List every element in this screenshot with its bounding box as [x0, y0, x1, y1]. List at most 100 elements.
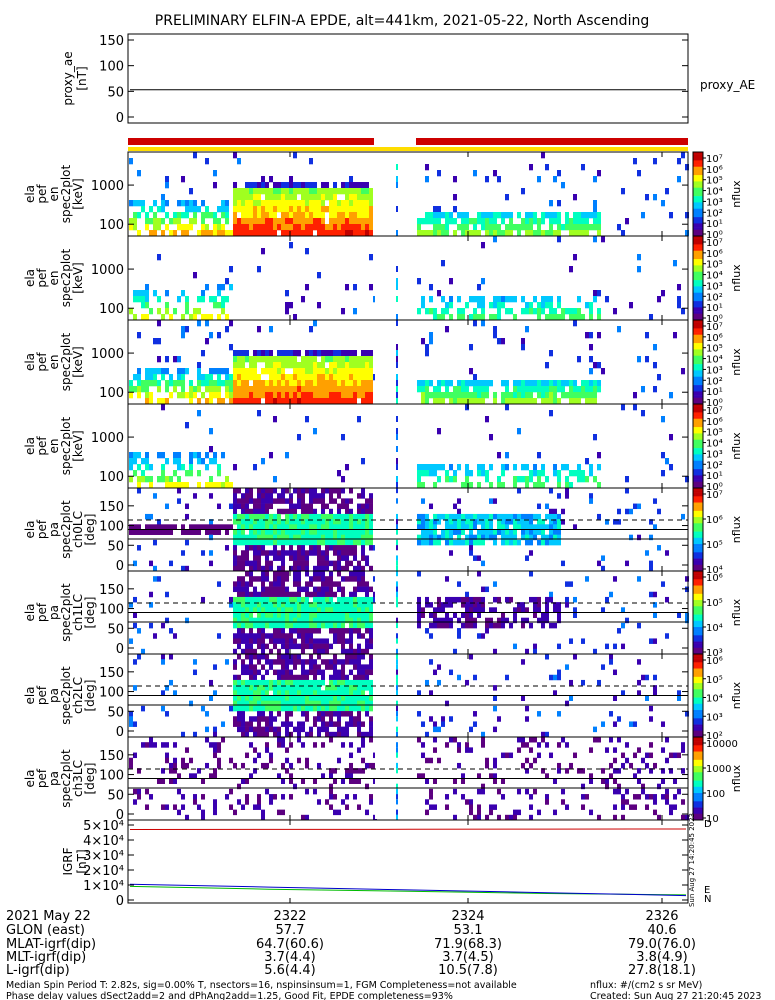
footer-phase-info: Phase delay values dSect2add=2 and dPhAn…	[6, 991, 453, 1000]
y-tick-label-proxy_ae: 50	[107, 85, 124, 100]
y-axis-label-energy-spectrogram-2: pef	[35, 268, 49, 288]
colorbar-tick-label: 10000	[706, 739, 738, 750]
line-layer	[128, 89, 688, 897]
y-axis-label-pitch-angle-ch1: [deg]	[83, 597, 97, 629]
y-tick-label-proxy_ae: 100	[99, 60, 124, 75]
xaxis-value-l: 27.8(18.1)	[628, 963, 696, 978]
colorbar-pitch-angle-ch1: 10⁶ 10⁵ 10⁴ 10³ nflux	[692, 570, 743, 659]
y-axis-label-pitch-angle-ch1: pef	[35, 602, 49, 622]
xaxis-value-mlt: 3.8(4.9)	[636, 950, 688, 965]
y-tick-label-energy-spectrogram-3: 1000	[91, 347, 124, 362]
y-axis-label-pitch-angle-ch3: ch3LC	[71, 760, 85, 797]
y-axis-label-energy-spectrogram-1: pef	[35, 184, 49, 204]
y-axis-label-pitch-angle-ch2: ch2LC	[71, 677, 85, 714]
xaxis-row-label: MLT-igrf(dip)	[6, 950, 86, 965]
y-axis-label-energy-spectrogram-2: en	[47, 271, 61, 286]
footer-units: nflux: #/(cm2 s sr MeV)	[590, 980, 702, 991]
colorbar-label: nflux	[730, 348, 743, 376]
y-tick-label-energy-spectrogram-4: 1000	[91, 431, 124, 446]
y-axis-label-igrf: [nT]	[75, 849, 89, 873]
colorbar-label: nflux	[730, 180, 743, 208]
xaxis-value-time: 2326	[645, 909, 678, 924]
y-axis-label-pitch-angle-ch3: [deg]	[83, 763, 97, 795]
colorbar-tick-label: 10⁴	[706, 623, 723, 634]
y-tick-label-pitch-angle-ch1: 100	[99, 603, 124, 618]
colorbar-tick-label: 10⁷	[706, 406, 723, 417]
y-axis-label-pitch-angle-ch0: [deg]	[83, 514, 97, 546]
y-axis-label-pitch-angle-ch1: spec2plot	[59, 583, 73, 642]
y-tick-label-pitch-angle-ch1: 150	[99, 583, 124, 598]
y-tick-label-pitch-angle-ch2: 0	[116, 725, 124, 740]
series-label-proxy-ae: proxy_AE	[700, 78, 755, 92]
colorbar-tick-label: 10⁴	[706, 355, 723, 366]
spectrogram-cells-energy-spectrogram-2	[129, 236, 685, 321]
y-axis-label-pitch-angle-ch2: spec2plot	[59, 666, 73, 725]
y-tick-label-energy-spectrogram-2: 100	[99, 302, 124, 317]
colorbar-tick-label: 10⁶	[706, 656, 723, 667]
y-axis-label-energy-spectrogram-3: ela	[23, 353, 37, 371]
y-axis-label-energy-spectrogram-1: [keV]	[71, 178, 85, 209]
colorbar-tick-label: 10²	[706, 731, 723, 742]
y-axis-label-pitch-angle-ch0: pef	[35, 519, 49, 539]
y-axis-label-energy-spectrogram-2: [keV]	[71, 262, 85, 293]
data-gap-energy-spectrogram-1	[375, 153, 394, 235]
colorbar-tick-label: 10⁴	[706, 439, 723, 450]
colorbar-tick-label: 10²	[706, 292, 723, 303]
colorbar-tick-label: 10⁰	[706, 482, 723, 493]
coverage-bar-red-2	[416, 138, 688, 145]
colorbar-tick-label: 10⁶	[706, 515, 723, 526]
colorbar-pitch-angle-ch2: 10⁶ 10⁵ 10⁴ 10³ 10² nflux	[692, 653, 743, 742]
y-tick-label-pitch-angle-ch0: 150	[99, 500, 124, 515]
y-tick-label-energy-spectrogram-2: 1000	[91, 263, 124, 278]
y-tick-label-energy-spectrogram-4: 100	[99, 470, 124, 485]
y-tick-label-proxy_ae: 0	[116, 111, 124, 126]
y-axis-label-pitch-angle-ch1: ch1LC	[71, 594, 85, 631]
colorbar-tick-label: 10⁴	[706, 271, 723, 282]
colorbar-label: nflux	[730, 764, 743, 792]
colorbar-tick-label: 10⁶	[706, 573, 723, 584]
panel-frame-proxy_ae	[127, 33, 689, 124]
y-tick-label-igrf: 2×10⁴	[83, 864, 124, 879]
y-tick-label-pitch-angle-ch0: 0	[116, 559, 124, 574]
y-tick-label-pitch-angle-ch3: 0	[116, 808, 124, 823]
y-tick-label-pitch-angle-ch2: 150	[99, 666, 124, 681]
y-axis-label-pitch-angle-ch1: pa	[47, 605, 61, 620]
y-tick-label-pitch-angle-ch2: 50	[107, 705, 124, 720]
y-tick-label-pitch-angle-ch3: 100	[99, 769, 124, 784]
y-axis-label-pitch-angle-ch0: ch0LC	[71, 511, 85, 548]
panel-igrf	[127, 819, 689, 904]
spectrogram-cells-energy-spectrogram-4	[129, 404, 689, 489]
y-axis-label-energy-spectrogram-4: spec2plot	[59, 416, 73, 475]
legend-entry-D: D	[704, 819, 712, 830]
xaxis-row-label: GLON (east)	[6, 923, 85, 938]
colorbar-tick-label: 10¹	[706, 219, 723, 230]
y-tick-label-pitch-angle-ch3: 150	[99, 749, 124, 764]
y-axis-label-pitch-angle-ch2: pa	[47, 688, 61, 703]
vertical-timestamp: Sun Aug 27 14:20:45 2023	[688, 813, 696, 907]
colorbar-tick-label: 10⁵	[706, 675, 723, 686]
colorbar-tick-label: 10⁵	[706, 540, 723, 551]
colorbar-label: nflux	[730, 681, 743, 709]
xaxis-value-time: 2322	[273, 909, 306, 924]
colorbar-tick-label: 10³	[706, 281, 723, 292]
series-line-igrf-2	[129, 883, 687, 897]
colorbar-tick-label: 10⁷	[706, 322, 723, 333]
xaxis-value-glon: 40.6	[648, 923, 677, 938]
y-axis-label-energy-spectrogram-4: ela	[23, 437, 37, 455]
panel-proxy_ae	[127, 33, 689, 124]
colorbar-tick-label: 10⁴	[706, 565, 723, 576]
y-axis-label-energy-spectrogram-4: pef	[35, 436, 49, 456]
colorbar-tick-label: 10⁴	[706, 694, 723, 705]
y-tick-label-pitch-angle-ch0: 50	[107, 539, 124, 554]
y-tick-label-igrf: 0	[116, 894, 124, 909]
xaxis-value-mlat: 79.0(76.0)	[628, 937, 696, 952]
y-axis-label-energy-spectrogram-4: en	[47, 439, 61, 454]
y-tick-label-energy-spectrogram-3: 100	[99, 386, 124, 401]
y-tick-label-igrf: 5×10⁴	[83, 819, 124, 834]
coverage-bar-yellow	[128, 147, 688, 151]
colorbar-label: nflux	[730, 598, 743, 626]
colorbar-tick-label: 10⁷	[706, 154, 723, 165]
